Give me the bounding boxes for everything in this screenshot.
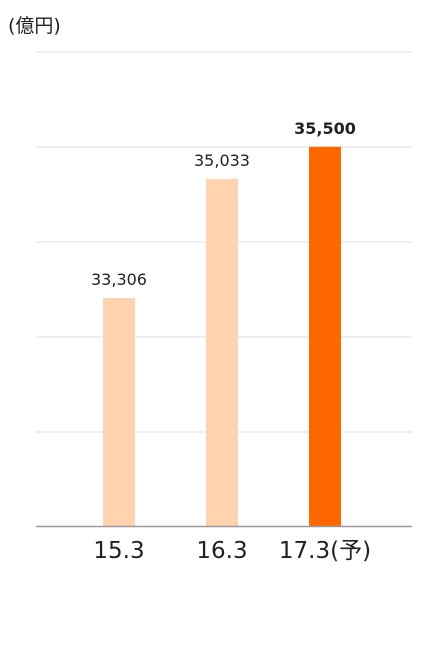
bar-15.3 xyxy=(103,298,135,526)
value-label-17.3(予): 35,500 xyxy=(294,119,356,138)
value-labels: 33,306 35,033 35,500 xyxy=(91,119,356,289)
value-label-16.3: 35,033 xyxy=(194,151,250,170)
bar-17.3(予) xyxy=(309,146,341,527)
x-tick-17.3(予): 17.3(予) xyxy=(279,538,371,564)
x-tick-labels: 15.3 16.3 17.3(予) xyxy=(93,538,371,564)
bars xyxy=(103,146,341,527)
x-tick-15.3: 15.3 xyxy=(93,538,144,564)
unit-label: (億円) xyxy=(8,15,61,37)
value-label-15.3: 33,306 xyxy=(91,270,147,289)
x-tick-16.3: 16.3 xyxy=(196,538,247,564)
bar-16.3 xyxy=(206,178,238,526)
